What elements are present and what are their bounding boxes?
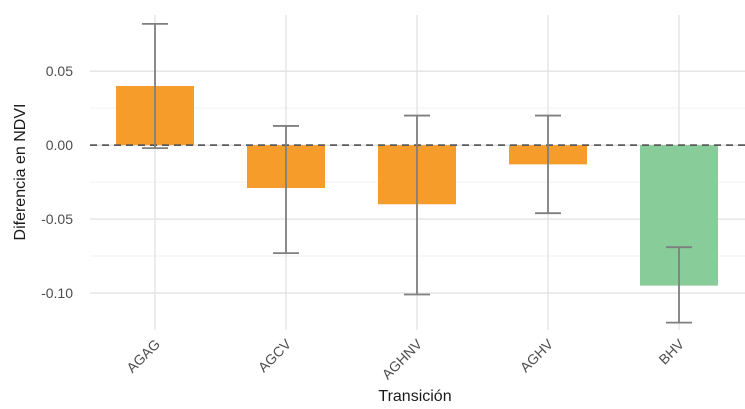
x-tick-label: AGCV [255,335,295,375]
x-axis-ticks: AGAG AGCV AGHNV AGHV BHV [123,335,687,382]
y-tick-label: 0.05 [46,63,73,79]
x-axis-title: Transición [378,388,451,405]
error-bars [142,22,692,324]
error-bar-agag [142,22,168,149]
x-tick-label: AGHNV [379,335,426,382]
error-bar-aghnv [404,114,430,296]
error-bar-agcv [273,125,299,254]
x-tick-label: AGAG [123,336,163,376]
x-tick-label: BHV [655,335,687,367]
y-tick-label: -0.05 [41,211,73,227]
error-bar-bhv [666,246,692,324]
y-tick-label: -0.10 [41,285,73,301]
y-axis-ticks: 0.05 0.00 -0.05 -0.10 [41,63,73,301]
x-tick-label: AGHV [517,335,557,375]
error-bar-aghv [535,114,561,215]
y-axis-title: Diferencia en NDVI [12,104,29,241]
y-tick-label: 0.00 [46,137,73,153]
